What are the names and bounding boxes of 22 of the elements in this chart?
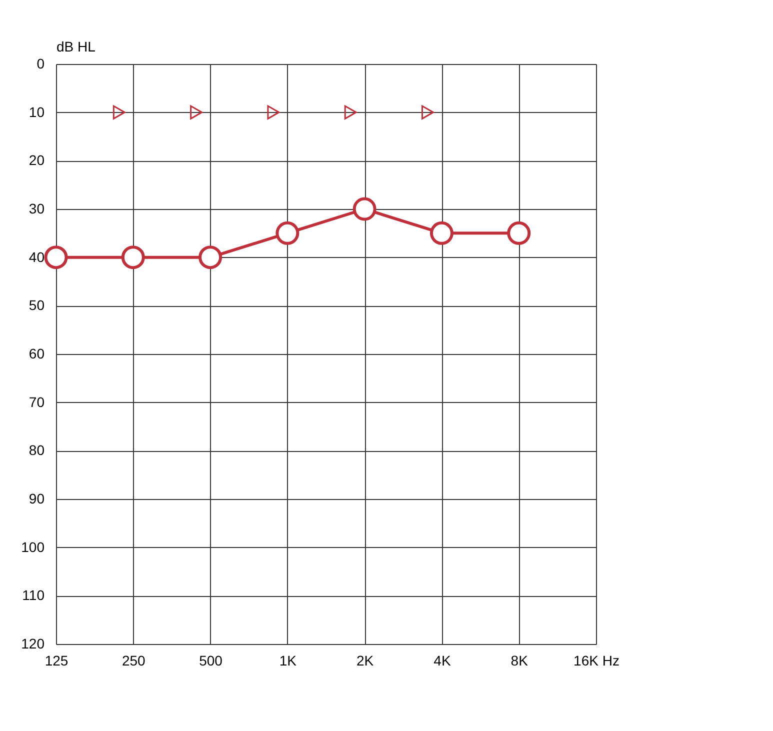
x-tick-label: 125 — [44, 652, 68, 668]
y-tick-label: 110 — [22, 587, 45, 604]
y-tick-label: 70 — [28, 394, 45, 410]
y-tick-label: 50 — [28, 297, 45, 314]
y-tick-label: 40 — [28, 248, 45, 265]
y-tick-label: 120 — [21, 636, 45, 652]
y-tick-label: 80 — [28, 442, 45, 458]
x-tick-label: 16K Hz — [574, 652, 620, 668]
y-tick-label: 10 — [28, 104, 45, 120]
y-axis-title: dB HL — [56, 38, 96, 54]
x-tick-label: 4K — [434, 652, 452, 668]
y-tick-label: 20 — [28, 152, 45, 168]
y-tick-label: 30 — [28, 200, 45, 216]
y-tick-label: 60 — [28, 346, 45, 362]
y-tick-label: 90 — [28, 490, 45, 506]
x-tick-label: 1K — [279, 652, 298, 668]
y-tick-label: 100 — [21, 538, 45, 555]
x-tick-label: 250 — [122, 652, 146, 668]
y-tick-label: 0 — [36, 56, 45, 72]
x-tick-label: 8K — [510, 652, 529, 668]
x-tick-label: 500 — [199, 652, 223, 668]
x-tick-label: 2K — [356, 652, 374, 668]
